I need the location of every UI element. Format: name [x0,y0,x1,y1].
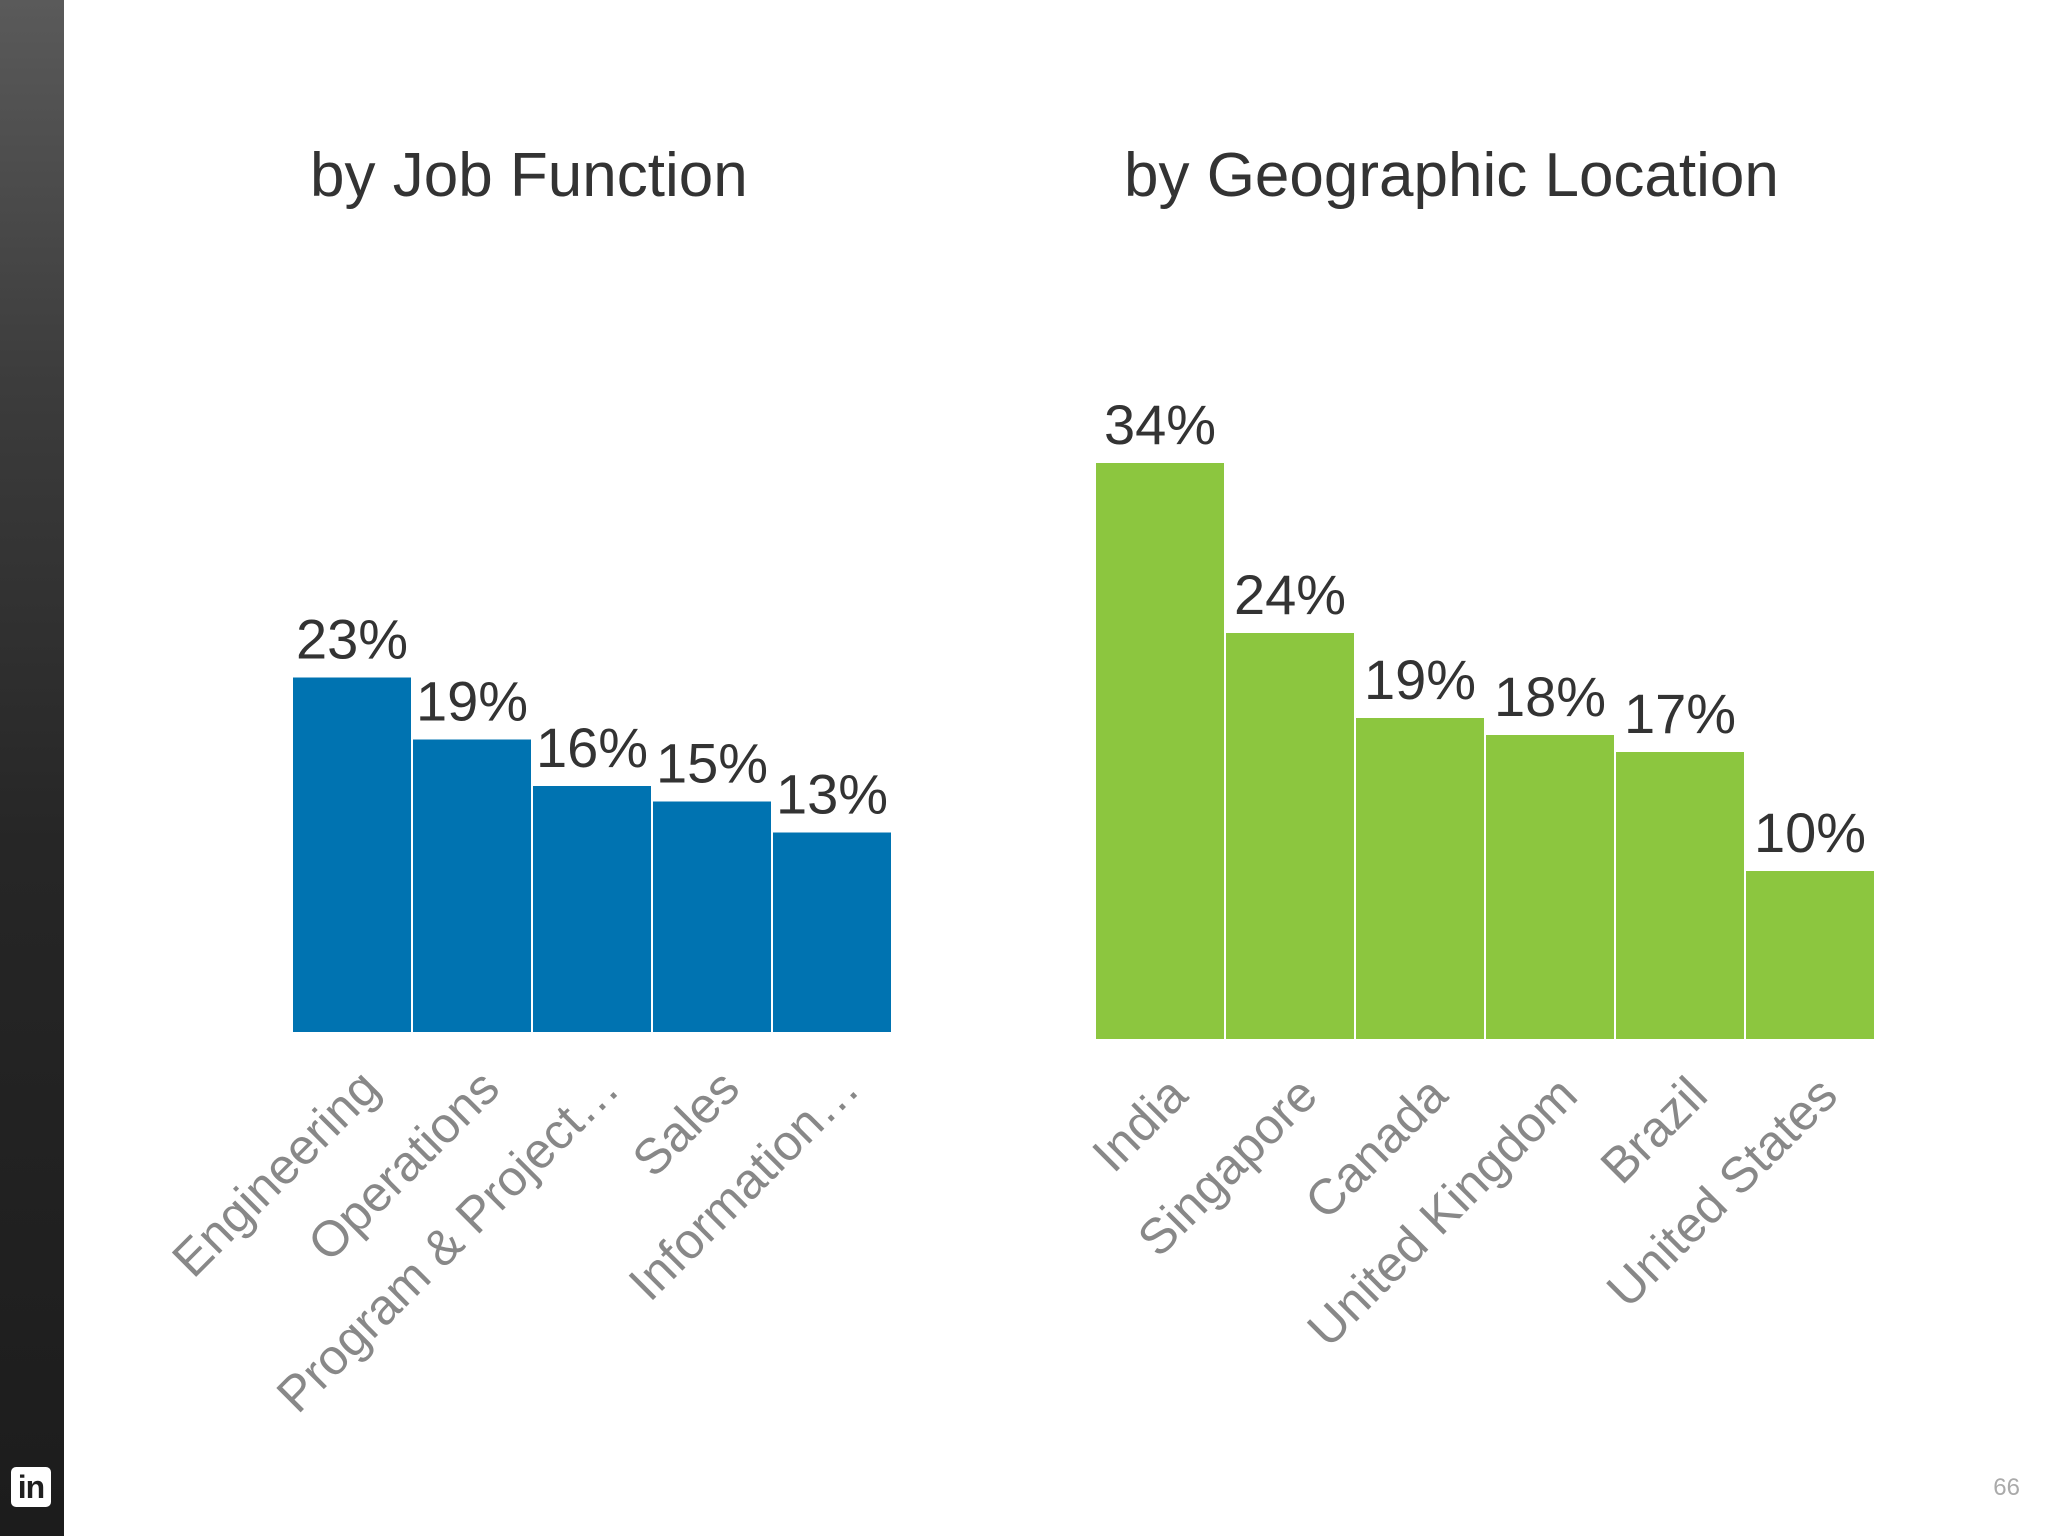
job-bar-2 [531,784,653,1034]
geo-value-label-0: 34% [1104,393,1216,456]
geo-value-label-3: 18% [1494,665,1606,728]
geographic-location-chart-title: by Geographic Location [1124,141,1779,210]
page-number: 66 [1993,1474,2020,1501]
job-bar-4 [771,830,893,1034]
job-value-label-1: 19% [416,670,528,733]
geo-bar-1 [1224,631,1356,1041]
job-bar-1 [411,737,533,1034]
job-value-label-4: 13% [776,763,888,826]
job-function-chart-title: by Job Function [310,141,748,210]
geo-value-label-1: 24% [1234,563,1346,626]
linkedin-logo-icon: in [11,1467,51,1507]
job-bar-3 [651,799,773,1034]
job-value-label-0: 23% [296,608,408,671]
sidebar-strip: in [0,0,64,1536]
job-bar-0 [291,675,413,1034]
geo-category-label-0: India [1082,1066,1198,1182]
geo-value-label-5: 10% [1754,801,1866,864]
geo-category-label-5: United States [1596,1066,1848,1318]
job-value-label-3: 15% [656,732,768,795]
geo-bar-4 [1614,750,1746,1041]
job-value-label-2: 16% [536,716,648,779]
geo-bar-3 [1484,733,1616,1041]
geo-value-label-4: 17% [1624,682,1736,745]
geo-value-label-2: 19% [1364,648,1476,711]
geo-bar-2 [1354,716,1486,1041]
geo-bar-0 [1094,461,1226,1041]
geo-bar-5 [1744,869,1876,1041]
